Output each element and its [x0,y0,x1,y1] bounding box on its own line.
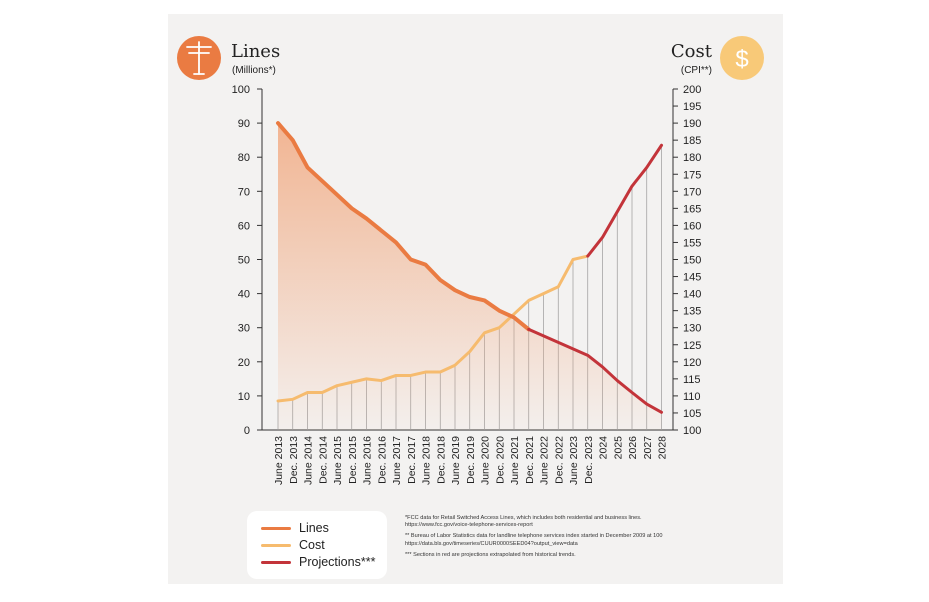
x-tick-label: Dec. 2015 [347,436,359,484]
x-tick-label: June 2015 [332,436,344,485]
lines-projection-line [527,327,663,414]
right-tick-label: 135 [683,306,701,318]
x-tick-label: June 2019 [450,436,462,485]
legend-item-cost: Cost [261,537,325,553]
right-tick-label: 150 [683,255,701,267]
right-axis-title: Cost [671,41,713,62]
right-tick-label: 175 [683,169,701,181]
lines-line [276,121,531,332]
right-tick-label: 165 [683,203,701,215]
right-tick-label: 110 [683,391,701,403]
legend-item-lines: Lines [261,520,329,536]
legend-item-projections: Projections*** [261,554,375,570]
x-tick-label: Dec. 2021 [524,436,536,484]
right-tick-label: 185 [683,135,701,147]
x-tick-label: June 2023 [568,436,580,485]
legend-swatch-lines [261,526,291,530]
left-axis-title: Lines [231,41,280,62]
dollar-icon: $ [720,36,764,80]
footnote-projections: *** Sections in red are projections extr… [405,552,765,559]
right-tick-label: 145 [683,272,701,284]
x-tick-label: Dec. 2020 [494,436,506,484]
left-tick-label: 90 [238,118,250,130]
x-tick-label: June 2017 [391,436,403,485]
left-tick-label: 100 [232,84,250,96]
legend: Lines Cost Projections*** [247,511,387,579]
lines-area-fill [278,123,662,430]
legend-label-projections: Projections*** [299,555,376,569]
right-tick-label: 200 [683,84,701,96]
x-tick-label: June 2018 [421,436,433,485]
x-axis-labels: June 2013 Dec. 2013 June 2014 Dec. 2014 June… [273,436,669,485]
x-tick-label: Dec. 2023 [583,436,595,484]
legend-swatch-cost [261,543,291,547]
cost-projection-line [586,143,663,258]
footnote-bls-url: https://data.bls.gov/timeseries/CUUR0000… [405,540,578,547]
left-tick-label: 60 [238,220,250,232]
right-tick-label: 195 [683,101,701,113]
right-tick-label: 100 [683,425,701,437]
right-tick-label: 115 [683,374,701,386]
footnote-bls-text: ** Bureau of Labor Statistics data for l… [405,533,663,540]
left-tick-label: 50 [238,255,250,267]
legend-swatch-projections [261,560,291,564]
left-tick-label: 0 [244,425,250,437]
power-pole-icon [177,36,221,80]
right-tick-label: 130 [683,323,701,335]
x-tick-label: 2024 [598,436,610,460]
right-tick-label: 155 [683,237,701,249]
right-tick-label: 180 [683,152,701,164]
footnote-projections-text: *** Sections in red are projections extr… [405,551,576,558]
x-tick-label: 2026 [627,436,639,460]
x-tick-label: Dec. 2022 [553,436,565,484]
dollar-icon-glyph: $ [735,46,748,73]
footnote-fcc: *FCC data for Retail Switched Access Lin… [405,515,765,529]
x-tick-label: Dec. 2018 [435,436,447,484]
legend-label-lines: Lines [299,521,329,535]
x-tick-label: Dec. 2014 [317,436,329,484]
footnotes: *FCC data for Retail Switched Access Lin… [405,515,765,563]
left-axis-ticks: 0 10 20 30 40 50 60 70 80 90 100 [232,84,262,437]
x-tick-label: 2025 [612,436,624,460]
right-axis-ticks: 100 105 110 115 120 125 130 135 140 145 150 155 160 1… [673,84,701,437]
x-tick-label: June 2013 [273,436,285,485]
left-tick-label: 40 [238,289,250,301]
left-axis-subtitle: (Millions*) [232,65,276,76]
legend-label-cost: Cost [299,538,325,552]
x-tick-label: June 2020 [480,436,492,485]
left-tick-label: 20 [238,357,250,369]
right-tick-label: 140 [683,289,701,301]
footnote-bls: ** Bureau of Labor Statistics data for l… [405,533,765,547]
x-tick-label: 2027 [642,436,654,460]
x-tick-label: June 2022 [539,436,551,485]
footnote-fcc-url: https://www.fcc.gov/voice-telephone-serv… [405,522,533,529]
x-tick-label: Dec. 2013 [288,436,300,484]
x-tick-label: June 2016 [362,436,374,485]
right-tick-label: 190 [683,118,701,130]
right-tick-label: 120 [683,357,701,369]
left-tick-label: 80 [238,152,250,164]
left-tick-label: 70 [238,186,250,198]
right-tick-label: 170 [683,186,701,198]
left-tick-label: 10 [238,391,250,403]
footnote-fcc-text: *FCC data for Retail Switched Access Lin… [405,515,642,521]
right-axis-subtitle: (CPI**) [681,65,712,76]
cost-line [276,254,590,403]
right-tick-label: 105 [683,408,701,420]
x-tick-label: June 2014 [303,436,315,485]
left-tick-label: 30 [238,323,250,335]
x-tick-label: Dec. 2016 [376,436,388,484]
x-tick-label: Dec. 2019 [465,436,477,484]
x-tick-label: June 2021 [509,436,521,485]
right-tick-label: 125 [683,340,701,352]
x-tick-label: 2028 [657,436,669,460]
x-tick-label: Dec. 2017 [406,436,418,484]
series-group [276,121,663,414]
right-tick-label: 160 [683,220,701,232]
